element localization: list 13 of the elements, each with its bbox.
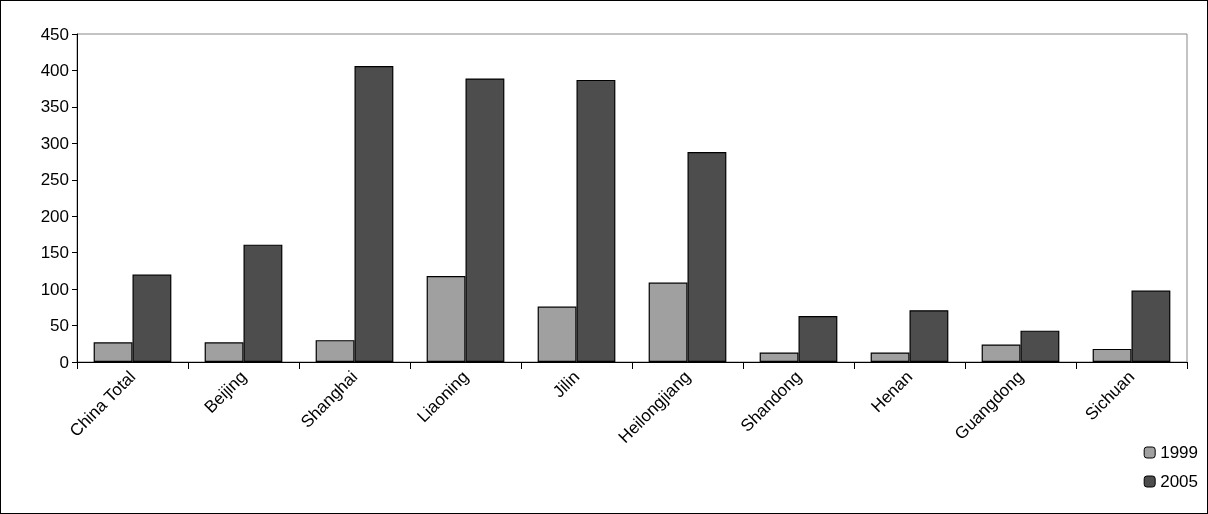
y-tick-label: 350: [40, 97, 69, 117]
y-tick-label: 50: [50, 316, 69, 336]
y-tick-label: 300: [40, 133, 69, 153]
y-tick-label: 100: [40, 279, 69, 299]
y-tick-label: 150: [40, 243, 69, 263]
y-tick-label: 400: [40, 60, 69, 80]
legend-label: 2005: [1160, 472, 1199, 491]
y-tick-label: 0: [59, 352, 69, 372]
y-tick-label: 200: [40, 206, 69, 226]
legend-label: 1999: [1160, 443, 1199, 462]
y-tick-label: 250: [40, 170, 69, 190]
x-tick-label: Jilin: [549, 367, 584, 402]
y-tick-label: 450: [40, 24, 69, 44]
